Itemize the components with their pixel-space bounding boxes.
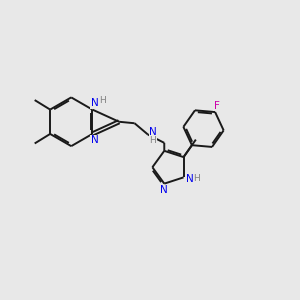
Text: H: H <box>193 174 200 183</box>
Text: N: N <box>91 136 98 146</box>
Text: H: H <box>150 136 156 145</box>
Text: N: N <box>149 128 157 137</box>
Text: F: F <box>214 100 220 110</box>
Text: H: H <box>99 96 106 105</box>
Text: N: N <box>186 174 194 184</box>
Text: N: N <box>91 98 98 108</box>
Text: N: N <box>160 185 168 195</box>
